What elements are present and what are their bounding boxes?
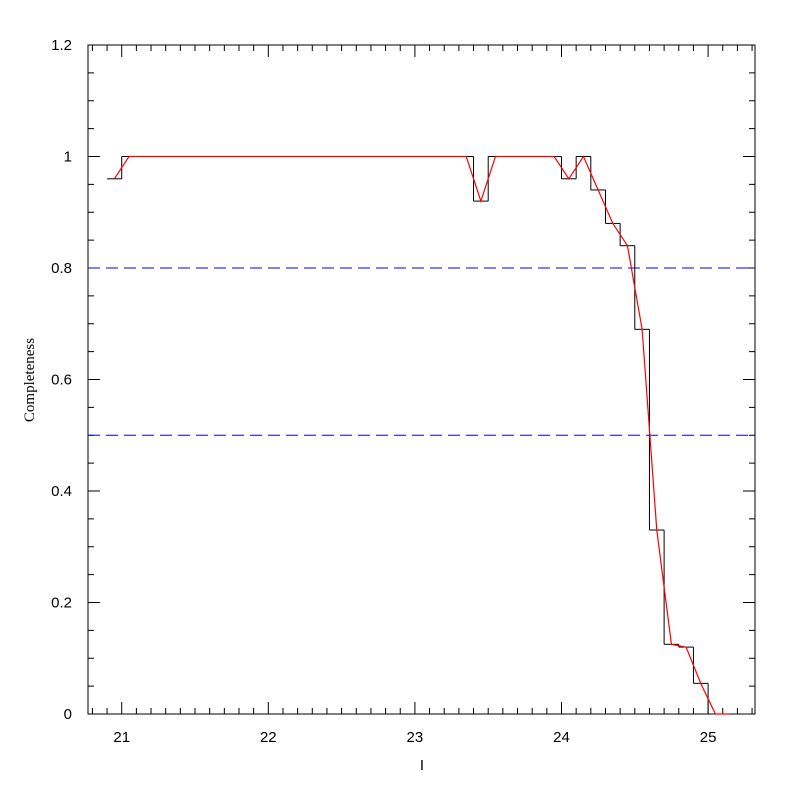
y-tick-label: 1: [64, 149, 72, 166]
y-tick-label: 1.2: [51, 37, 72, 54]
fit-line: [113, 155, 731, 715]
x-tick-label: 23: [407, 729, 424, 746]
x-tick-label: 24: [553, 729, 570, 746]
x-tick-label: 22: [260, 729, 277, 746]
y-tick-label: 0.4: [51, 483, 72, 500]
y-tick-label: 0.6: [51, 372, 72, 389]
y-tick-label: 0.8: [51, 260, 72, 277]
x-tick-label: 25: [700, 729, 717, 746]
plot-frame: [87, 44, 756, 715]
x-tick-label: 21: [113, 729, 130, 746]
y-axis-label: Completeness: [22, 338, 38, 422]
y-tick-label: 0: [64, 706, 72, 723]
x-axis-label: I: [420, 757, 424, 774]
y-tick-label: 0.2: [51, 595, 72, 612]
